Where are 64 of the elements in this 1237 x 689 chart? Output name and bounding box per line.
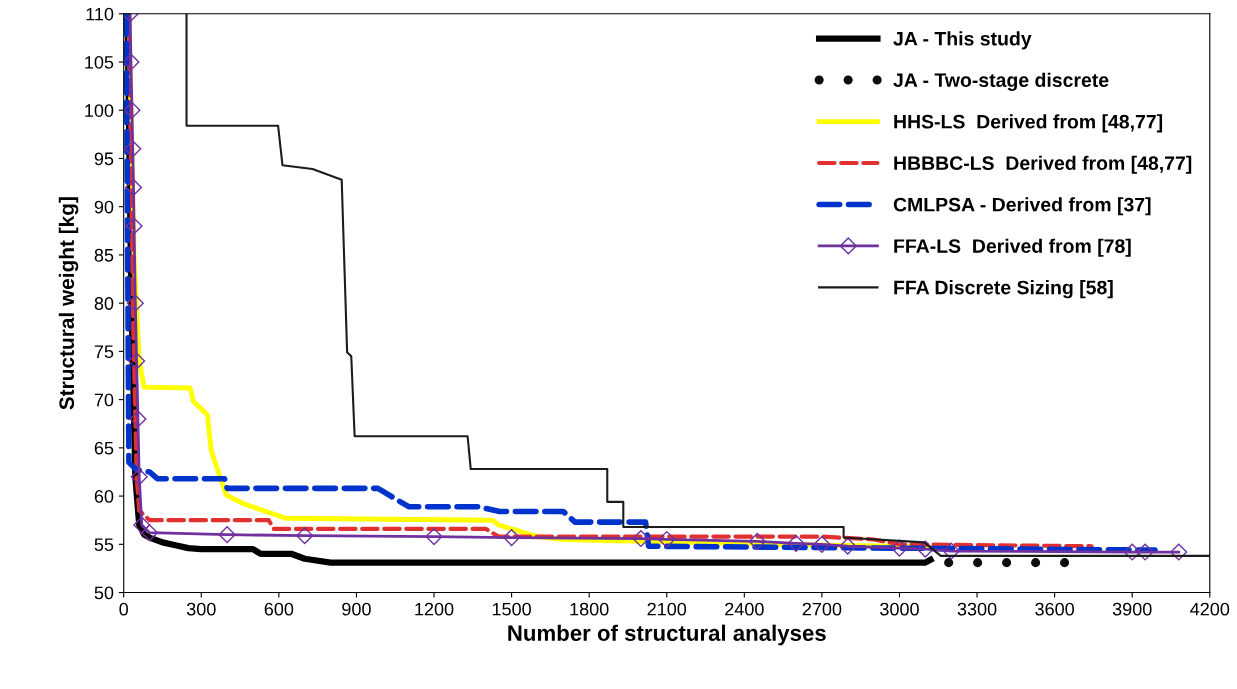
x-tick-label: 3600	[1035, 602, 1075, 616]
point	[748, 532, 766, 550]
point	[425, 528, 443, 546]
legend-label: HHS-LS Derived from [48,77]	[894, 114, 1163, 133]
point	[128, 352, 146, 370]
y-tick-label: 85	[94, 248, 114, 262]
point	[1123, 543, 1141, 561]
y-tick-label: 70	[94, 393, 114, 407]
y-tick-label: 90	[94, 200, 114, 214]
x-tick-label: 1500	[492, 602, 531, 616]
y-tick-label: 50	[94, 586, 114, 600]
point	[130, 468, 148, 486]
legend-label: FFA Discrete Sizing [58]	[894, 280, 1113, 299]
x-tick-label: 3000	[880, 602, 919, 616]
y-tick-label: 55	[94, 538, 114, 552]
point	[787, 534, 805, 552]
x-tick-label: 3300	[957, 602, 997, 616]
legend-label: JA - Two-stage discrete	[893, 72, 1109, 91]
y-tick-label: 65	[94, 441, 114, 455]
point	[126, 294, 144, 312]
point	[218, 526, 236, 544]
x-tick-label: 1800	[570, 602, 609, 616]
x-tick-label: 300	[186, 602, 216, 616]
point	[141, 524, 159, 542]
y-axis-title: Structural weight [kg]	[58, 197, 79, 410]
point	[503, 529, 521, 547]
legend-label: FFA-LS Derived from [78]	[894, 238, 1131, 257]
y-tick-label: 80	[94, 297, 114, 310]
y-tick-label: 95	[94, 152, 114, 166]
point	[658, 530, 676, 549]
point	[296, 527, 314, 545]
point	[133, 516, 151, 534]
legend-label: HBBBC-LS Derived from [48,77]	[894, 155, 1192, 174]
point	[1136, 543, 1154, 561]
point	[916, 540, 934, 558]
point	[124, 140, 142, 158]
x-tick-label: 4200	[1190, 602, 1230, 616]
x-tick-label: 600	[264, 602, 294, 616]
y-tick-label: 100	[85, 104, 114, 117]
point	[123, 101, 141, 119]
x-tick-label: 3900	[1112, 602, 1152, 616]
point	[1170, 543, 1188, 561]
point	[129, 410, 147, 428]
point	[890, 539, 909, 557]
x-tick-label: 1200	[415, 602, 454, 616]
y-tick-label: 60	[94, 490, 114, 503]
x-tick-label: 900	[342, 602, 371, 616]
x-tick-label: 2700	[802, 602, 842, 616]
y-tick-label: 105	[85, 55, 114, 69]
legend-label: JA - This study	[893, 31, 1032, 50]
x-tick-label: 2400	[725, 602, 764, 616]
x-axis-title: Number of structural analyses	[508, 624, 826, 646]
y-tick-label: 110	[86, 7, 114, 21]
point	[123, 53, 140, 71]
point	[124, 178, 143, 196]
x-tick-label: 2100	[647, 602, 687, 616]
point	[942, 542, 960, 560]
point	[813, 535, 831, 553]
y-tick-label: 75	[94, 345, 114, 359]
point	[125, 217, 143, 235]
point	[632, 529, 650, 548]
point	[839, 537, 857, 555]
x-tick-label: 0	[119, 602, 129, 616]
legend-label: CMLPSA - Derived from [37]	[893, 197, 1151, 216]
